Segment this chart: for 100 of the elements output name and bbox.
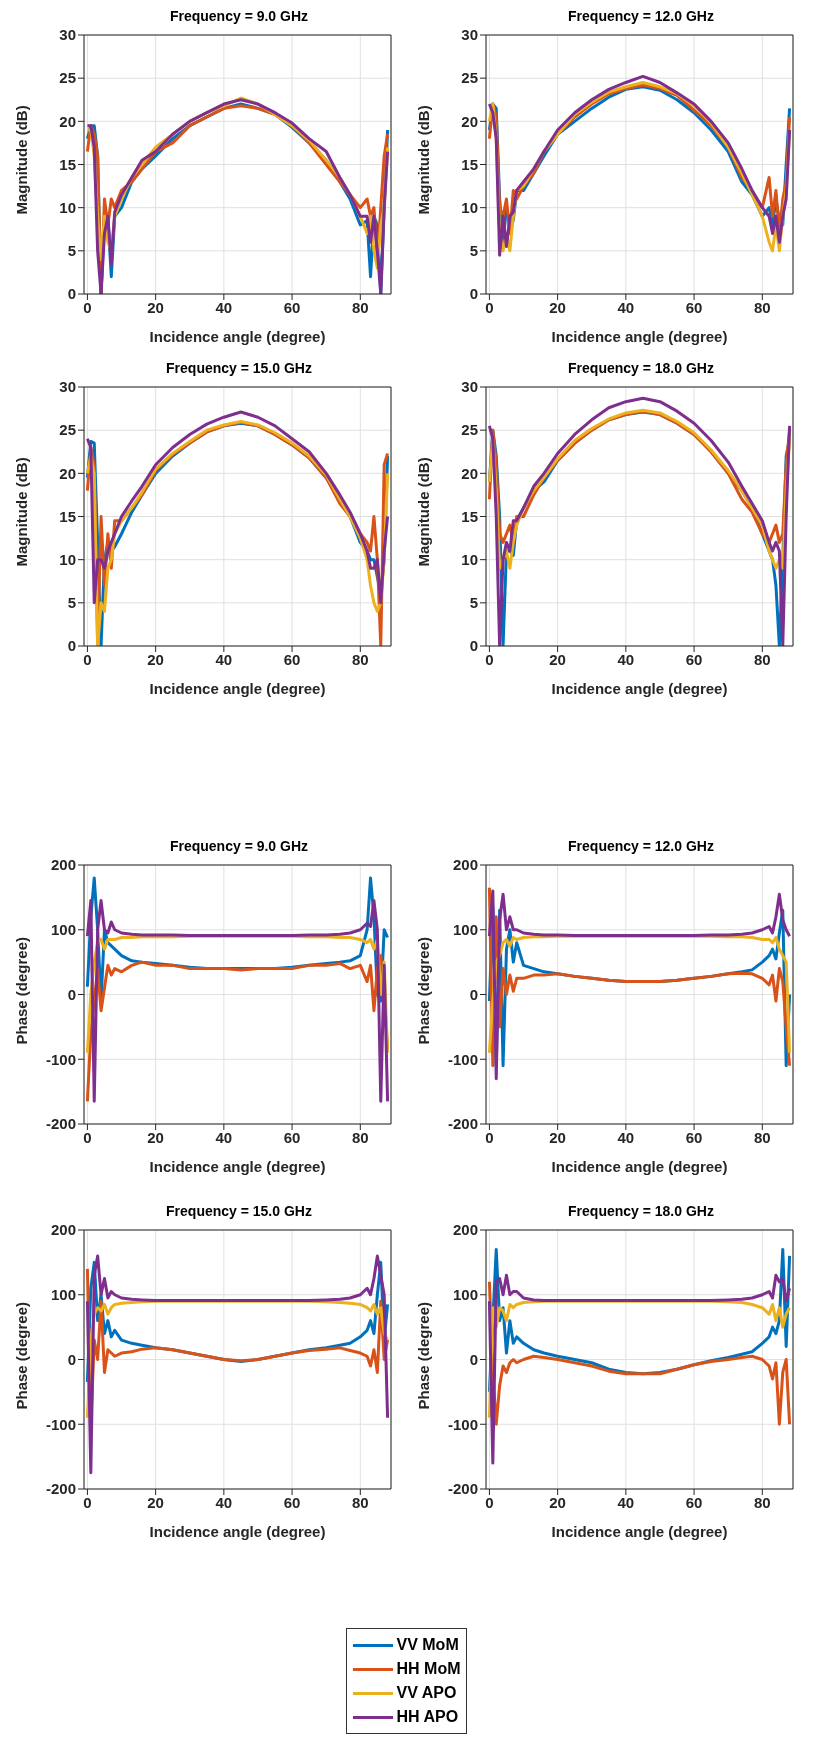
y-tick-label: 5 <box>67 242 76 260</box>
x-tick-label: 20 <box>147 1128 164 1146</box>
x-tick-label: 20 <box>549 1493 566 1511</box>
x-tick-label: 20 <box>549 1128 566 1146</box>
y-tick-label: -200 <box>447 1480 478 1498</box>
y-axis-title: Magnitude (dB) <box>415 457 433 567</box>
y-tick-label: 0 <box>469 285 478 303</box>
y-tick-label: -200 <box>447 1115 478 1133</box>
legend-label: HH APO <box>396 1708 459 1726</box>
x-tick-label: 0 <box>83 650 92 668</box>
x-tick-label: 0 <box>485 1128 494 1146</box>
y-axis-title: Phase (degree) <box>415 1301 433 1410</box>
x-tick-label: 60 <box>283 1493 301 1511</box>
chart-title: Frequency = 15.0 GHz <box>165 1203 313 1221</box>
x-tick-label: 20 <box>549 298 566 316</box>
x-tick-label: 80 <box>753 650 771 668</box>
x-tick-label: 60 <box>685 1493 703 1511</box>
x-tick-label: 40 <box>215 1128 233 1146</box>
x-tick-label: 40 <box>215 1493 233 1511</box>
y-axis-title: Magnitude (dB) <box>13 105 31 215</box>
chart-title: Frequency = 15.0 GHz <box>165 360 313 378</box>
y-tick-label: 200 <box>50 856 76 874</box>
x-tick-label: 80 <box>753 1128 771 1146</box>
y-tick-label: 10 <box>59 198 76 216</box>
y-tick-label: 25 <box>461 69 478 87</box>
y-tick-label: 15 <box>461 507 478 525</box>
x-tick-label: 0 <box>83 298 92 316</box>
x-tick-label: 60 <box>283 1128 301 1146</box>
y-tick-label: 0 <box>469 985 478 1003</box>
y-tick-label: 0 <box>67 1350 76 1368</box>
x-axis-title: Incidence angle (degree) <box>551 1523 728 1540</box>
chart-title: Frequency = 9.0 GHz <box>168 838 310 856</box>
x-tick-label: 60 <box>283 650 301 668</box>
x-tick-label: 40 <box>215 298 233 316</box>
x-tick-label: 20 <box>147 298 164 316</box>
y-tick-label: 20 <box>59 112 76 130</box>
y-tick-label: 15 <box>59 507 76 525</box>
x-tick-label: 80 <box>351 298 369 316</box>
chart-title: Frequency = 18.0 GHz <box>567 1203 715 1221</box>
y-tick-label: 25 <box>461 421 478 439</box>
chart-title: Frequency = 12.0 GHz <box>567 8 715 26</box>
y-axis-title: Magnitude (dB) <box>13 457 31 567</box>
x-tick-label: 20 <box>147 650 164 668</box>
x-tick-label: 40 <box>617 650 635 668</box>
y-tick-label: 0 <box>469 1350 478 1368</box>
y-axis-title: Phase (degree) <box>415 936 433 1045</box>
x-axis-title: Incidence angle (degree) <box>551 680 728 697</box>
x-tick-label: 60 <box>685 650 703 668</box>
y-tick-label: 25 <box>59 69 76 87</box>
y-tick-label: 100 <box>50 921 76 939</box>
y-axis-title: Phase (degree) <box>13 1301 31 1410</box>
y-tick-label: 100 <box>50 1286 76 1304</box>
y-tick-label: 25 <box>59 421 76 439</box>
y-tick-label: 0 <box>67 985 76 1003</box>
y-tick-label: 30 <box>461 26 478 44</box>
x-tick-label: 40 <box>215 650 233 668</box>
x-tick-label: 0 <box>485 650 494 668</box>
y-tick-label: 0 <box>469 637 478 655</box>
y-tick-label: 100 <box>452 921 478 939</box>
x-axis-title: Incidence angle (degree) <box>149 680 326 697</box>
y-tick-label: 10 <box>59 550 76 568</box>
x-tick-label: 60 <box>685 298 703 316</box>
legend-label: HH MoM <box>396 1660 461 1678</box>
x-tick-label: 20 <box>549 650 566 668</box>
y-tick-label: 10 <box>461 550 478 568</box>
x-tick-label: 60 <box>283 298 301 316</box>
y-tick-label: 30 <box>461 378 478 396</box>
chart-title: Frequency = 12.0 GHz <box>567 838 715 856</box>
x-tick-label: 20 <box>147 1493 164 1511</box>
y-tick-label: 200 <box>452 856 478 874</box>
x-axis-title: Incidence angle (degree) <box>551 1158 728 1175</box>
x-tick-label: 80 <box>351 1493 369 1511</box>
y-tick-label: 100 <box>452 1286 478 1304</box>
x-axis-title: Incidence angle (degree) <box>149 328 326 345</box>
y-tick-label: 5 <box>67 594 76 612</box>
x-tick-label: 40 <box>617 1128 635 1146</box>
y-tick-label: -200 <box>45 1115 76 1133</box>
x-tick-label: 40 <box>617 1493 635 1511</box>
y-tick-label: -100 <box>45 1415 76 1433</box>
y-tick-label: -100 <box>45 1050 76 1068</box>
y-tick-label: 200 <box>50 1221 76 1239</box>
y-tick-label: 10 <box>461 198 478 216</box>
y-tick-label: -100 <box>447 1050 478 1068</box>
y-tick-label: 0 <box>67 285 76 303</box>
x-tick-label: 0 <box>83 1493 92 1511</box>
x-tick-label: 40 <box>617 298 635 316</box>
y-tick-label: 30 <box>59 26 76 44</box>
x-tick-label: 0 <box>485 1493 494 1511</box>
x-tick-label: 0 <box>485 298 494 316</box>
y-tick-label: 15 <box>461 155 478 173</box>
legend-label: VV MoM <box>396 1636 459 1654</box>
x-tick-label: 80 <box>753 1493 771 1511</box>
y-axis-title: Phase (degree) <box>13 936 31 1045</box>
chart-title: Frequency = 18.0 GHz <box>567 360 715 378</box>
y-axis-title: Magnitude (dB) <box>415 105 433 215</box>
y-tick-label: 5 <box>469 594 478 612</box>
x-axis-title: Incidence angle (degree) <box>149 1158 326 1175</box>
y-tick-label: 5 <box>469 242 478 260</box>
y-tick-label: 200 <box>452 1221 478 1239</box>
x-axis-title: Incidence angle (degree) <box>149 1523 326 1540</box>
